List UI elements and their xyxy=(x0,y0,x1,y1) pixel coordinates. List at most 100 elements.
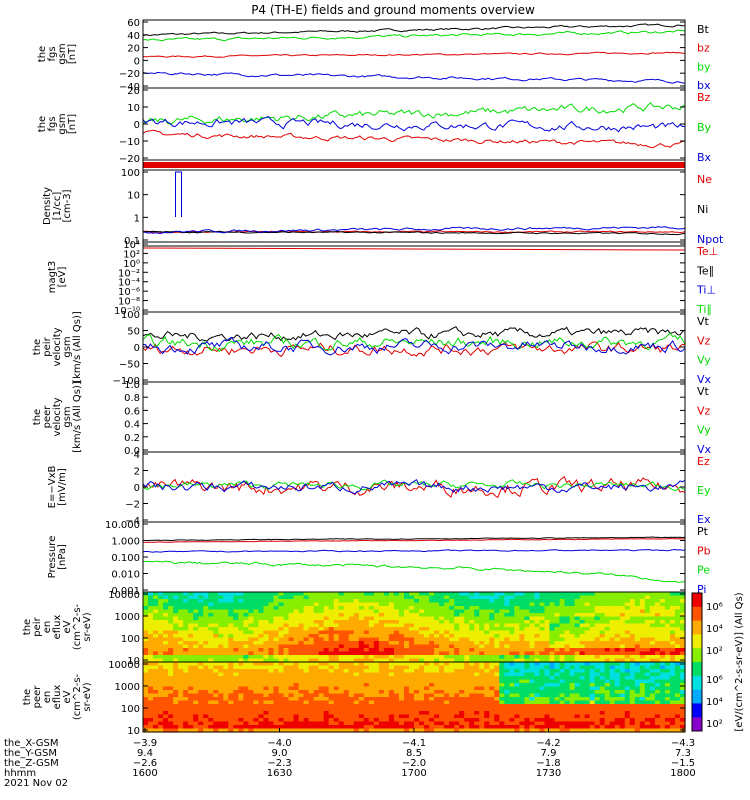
spectrum-cell xyxy=(338,683,345,688)
spectrum-cell xyxy=(639,595,646,600)
spectrum-cell xyxy=(559,672,566,677)
spectrum-cell xyxy=(298,599,305,604)
spectrum-cell xyxy=(564,679,571,684)
spectrum-cell xyxy=(589,711,596,716)
spectrum-cell xyxy=(639,669,646,674)
spectrum-cell xyxy=(454,721,460,726)
spectrum-cell xyxy=(634,613,641,618)
spectrum-cell xyxy=(203,592,209,597)
spectrum-cell xyxy=(434,693,440,698)
spectrum-cell xyxy=(564,714,571,719)
spectrum-cell xyxy=(188,697,194,702)
spectrum-cell xyxy=(474,704,480,709)
spectrum-cell xyxy=(258,644,265,649)
spectrum-cell xyxy=(424,721,430,726)
spectrum-cell xyxy=(173,711,179,716)
spectrum-cell xyxy=(188,609,194,614)
spectrum-cell xyxy=(599,658,606,663)
spectrum-cell xyxy=(358,627,365,632)
spectrum-cell xyxy=(348,655,355,660)
spectrum-cell xyxy=(459,623,465,628)
spectrum-cell xyxy=(263,592,270,597)
spectrum-cell xyxy=(368,721,375,726)
y-tick-label: 40 xyxy=(127,31,140,42)
spectrum-cell xyxy=(268,634,275,639)
spectrum-cell xyxy=(323,655,330,660)
spectrum-cell xyxy=(444,693,450,698)
spectrum-cell xyxy=(183,658,189,663)
spectrum-cell xyxy=(414,693,420,698)
spectrum-cell xyxy=(183,595,189,600)
spectrum-cell xyxy=(253,714,260,719)
spectrum-cell xyxy=(258,658,265,663)
spectrum-cell xyxy=(238,655,244,660)
spectrum-cell xyxy=(424,690,430,695)
spectrum-cell xyxy=(373,725,380,730)
spectrum-cell xyxy=(293,686,300,691)
spectrum-cell xyxy=(564,630,571,635)
spectrum-cell xyxy=(449,658,455,663)
spectrum-cell xyxy=(439,697,445,702)
spectrum-cell xyxy=(449,676,455,681)
spectrum-cell xyxy=(193,634,199,639)
spectrum-cell xyxy=(454,683,460,688)
spectrum-cell xyxy=(534,714,541,719)
spectrum-cell xyxy=(569,658,576,663)
spectrum-cell xyxy=(258,627,265,632)
spectrum-cell xyxy=(539,728,546,733)
spectrum-cell xyxy=(303,669,310,674)
spectrum-cell xyxy=(248,679,255,684)
spectrum-cell xyxy=(328,676,335,681)
spectrum-cell xyxy=(459,672,465,677)
spectrum-cell xyxy=(579,634,586,639)
spectrum-cell xyxy=(163,672,169,677)
spectrum-cell xyxy=(664,592,671,597)
spectrum-cell xyxy=(664,634,671,639)
spectrum-cell xyxy=(619,595,626,600)
spectrum-cell xyxy=(519,616,526,621)
spectrum-cell xyxy=(193,613,199,618)
spectrum-cell xyxy=(669,620,676,625)
spectrum-cell xyxy=(559,700,566,705)
spectrum-cell xyxy=(554,662,561,667)
spectrum-cell xyxy=(408,655,415,660)
spectrum-cell xyxy=(323,725,330,730)
spectrum-cell xyxy=(353,725,360,730)
spectrum-cell xyxy=(228,630,234,635)
spectrum-cell xyxy=(444,711,450,716)
spectrum-cell xyxy=(303,648,310,653)
y-axis-label: [mV/m] xyxy=(57,468,68,506)
spectrum-cell xyxy=(564,672,571,677)
spectrum-cell xyxy=(629,630,636,635)
spectrum-cell xyxy=(479,669,485,674)
spectrum-cell xyxy=(599,672,606,677)
spectrum-cell xyxy=(363,602,370,607)
spectrum-cell xyxy=(559,662,566,667)
spectrum-cell xyxy=(353,609,360,614)
legend-label: Ey xyxy=(697,484,711,497)
spectrum-cell xyxy=(484,623,490,628)
spectrum-cell xyxy=(233,637,239,642)
spectrum-cell xyxy=(419,599,425,604)
spectrum-cell xyxy=(213,690,219,695)
spectrum-cell xyxy=(674,725,681,730)
spectrum-cell xyxy=(283,672,290,677)
spectrum-cell xyxy=(278,613,285,618)
spectrum-cell xyxy=(278,676,285,681)
spectrum-cell xyxy=(599,609,606,614)
spectrum-cell xyxy=(434,592,440,597)
spectrum-cell xyxy=(303,641,310,646)
spectrum-cell xyxy=(378,655,385,660)
spectrum-cell xyxy=(429,602,435,607)
spectrum-cell xyxy=(368,630,375,635)
spectrum-cell xyxy=(263,595,270,600)
spectrum-cell xyxy=(253,613,260,618)
spectrum-cell xyxy=(208,616,214,621)
spectrum-cell xyxy=(474,697,480,702)
spectrum-cell xyxy=(504,683,510,688)
spectrum-cell xyxy=(584,592,591,597)
spectrum-cell xyxy=(614,665,621,670)
spectrum-cell xyxy=(323,599,330,604)
spectrum-cell xyxy=(624,623,631,628)
spectrum-cell xyxy=(378,728,385,733)
